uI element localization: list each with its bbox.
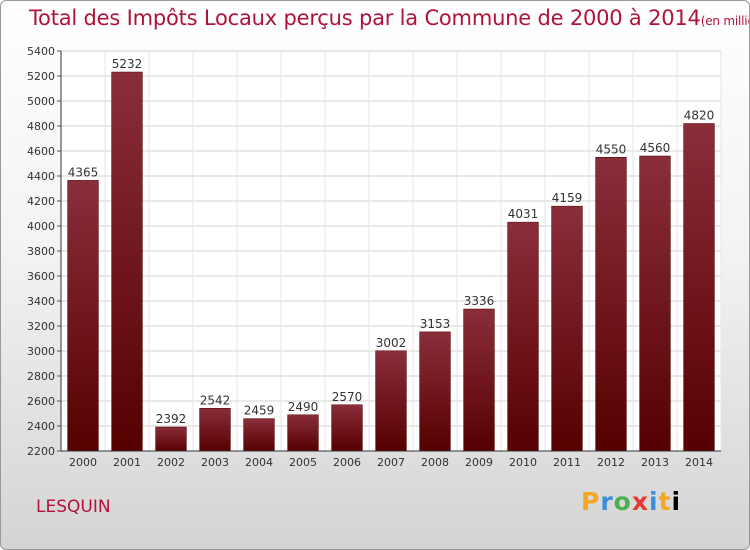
x-tick-label: 2006 — [333, 456, 361, 469]
data-label: 2490 — [288, 400, 319, 414]
y-tick-label: 5400 — [27, 45, 55, 58]
y-tick-label: 4800 — [27, 120, 55, 133]
y-tick-label: 5200 — [27, 70, 55, 83]
x-tick-label: 2013 — [641, 456, 669, 469]
x-tick-label: 2007 — [377, 456, 405, 469]
data-label: 3153 — [420, 317, 451, 331]
data-label: 4365 — [68, 165, 99, 179]
bar-2011 — [551, 205, 583, 452]
y-tick-label: 3600 — [27, 270, 55, 283]
x-tick-label: 2009 — [465, 456, 493, 469]
x-tick-label: 2005 — [289, 456, 317, 469]
bar-2007 — [375, 350, 407, 452]
data-label: 4820 — [684, 109, 715, 123]
bar-2006 — [331, 404, 363, 452]
bar-2000 — [67, 180, 99, 452]
chart-title: Total des Impôts Locaux perçus par la Co… — [29, 6, 749, 30]
data-label: 2392 — [156, 412, 187, 426]
data-label: 2542 — [200, 393, 231, 407]
y-tick-label: 5000 — [27, 95, 55, 108]
bar-2003 — [199, 408, 231, 452]
bar-2012 — [595, 157, 627, 452]
x-tick-label: 2004 — [245, 456, 273, 469]
data-label: 4550 — [596, 142, 627, 156]
y-tick-label: 4200 — [27, 195, 55, 208]
data-label: 3336 — [464, 294, 495, 308]
data-label: 4560 — [640, 141, 671, 155]
proxiti-logo: Proxiti — [581, 487, 682, 516]
x-tick-label: 2001 — [113, 456, 141, 469]
title-text: Total des Impôts Locaux perçus par la Co… — [29, 6, 701, 30]
bar-2008 — [419, 331, 451, 452]
bar-2014 — [683, 123, 715, 452]
data-label: 2570 — [332, 390, 363, 404]
x-tick-label: 2000 — [69, 456, 97, 469]
bar-2001 — [111, 71, 143, 452]
data-label: 4031 — [508, 207, 539, 221]
y-tick-label: 3400 — [27, 295, 55, 308]
x-tick-label: 2014 — [685, 456, 713, 469]
x-tick-label: 2002 — [157, 456, 185, 469]
x-tick-label: 2010 — [509, 456, 537, 469]
bar-2009 — [463, 308, 495, 452]
y-tick-label: 4600 — [27, 145, 55, 158]
commune-name: LESQUIN — [36, 497, 111, 517]
x-tick-label: 2011 — [553, 456, 581, 469]
bar-2002 — [155, 426, 187, 452]
bar-2004 — [243, 418, 275, 452]
y-tick-label: 3000 — [27, 345, 55, 358]
y-tick-label: 4000 — [27, 220, 55, 233]
y-tick-label: 2200 — [27, 445, 55, 458]
y-tick-label: 3800 — [27, 245, 55, 258]
x-tick-label: 2012 — [597, 456, 625, 469]
y-tick-label: 3200 — [27, 320, 55, 333]
unit-label: (en milliers d'€) — [700, 14, 749, 28]
y-tick-label: 2400 — [27, 420, 55, 433]
data-label: 3002 — [376, 336, 407, 350]
bar-2005 — [287, 414, 319, 452]
data-label: 2459 — [244, 404, 275, 418]
bar-2013 — [639, 155, 671, 452]
y-tick-label: 4400 — [27, 170, 55, 183]
x-tick-label: 2008 — [421, 456, 449, 469]
data-label: 4159 — [552, 191, 583, 205]
x-tick-label: 2003 — [201, 456, 229, 469]
data-label: 5232 — [112, 57, 143, 71]
y-tick-label: 2600 — [27, 395, 55, 408]
bar-2010 — [507, 221, 539, 452]
y-tick-label: 2800 — [27, 370, 55, 383]
